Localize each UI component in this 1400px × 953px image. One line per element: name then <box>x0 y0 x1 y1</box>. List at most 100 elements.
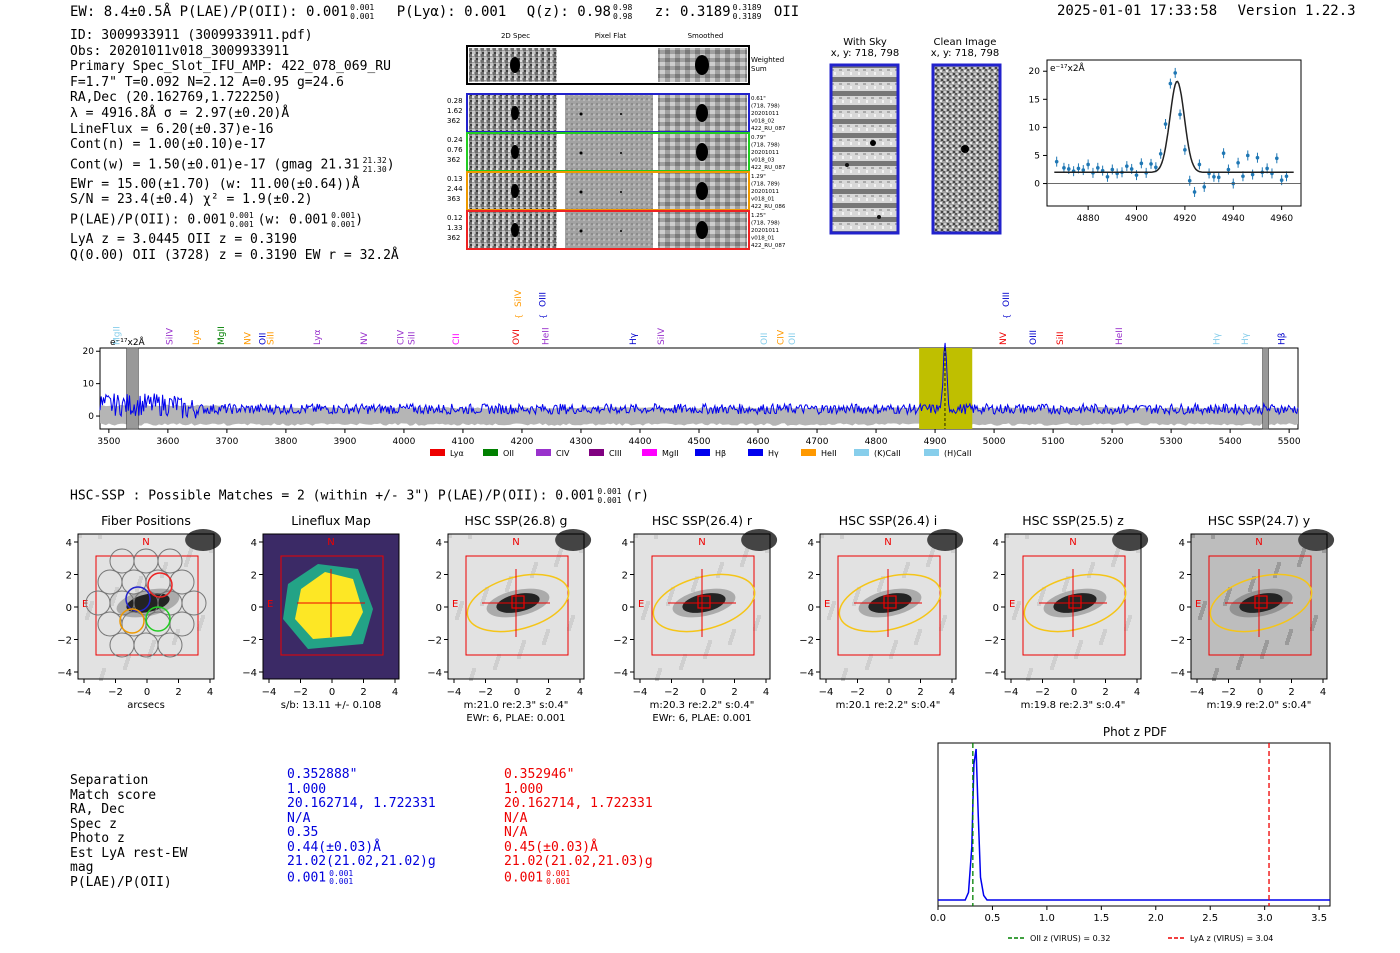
cutout-pixelflat-dot <box>579 190 583 194</box>
hsc-image-noise <box>1099 641 1103 645</box>
cutout-row-right-value: 0.61" <box>751 96 766 102</box>
hsc-image-noise <box>148 652 152 656</box>
hsc-x-tick-label: 4 <box>577 687 583 698</box>
hsc-image-noise <box>1076 649 1080 653</box>
hsc-centroid-box <box>1254 595 1268 609</box>
match2-photoz: N/A <box>504 825 528 840</box>
cutout-row-left-value: 0.28 <box>447 97 463 105</box>
hsc-image-noise <box>123 666 127 670</box>
cutout-2dspec-source <box>511 145 519 159</box>
fit-data-point <box>1096 166 1100 170</box>
hsc-x-tick-label: −4 <box>633 687 648 698</box>
hsc-image-noise <box>1273 574 1277 578</box>
hsc-image-noise <box>658 668 662 672</box>
hsc-image-noise <box>124 663 128 667</box>
north-label: N <box>512 537 519 548</box>
hsc-panel-title: HSC SSP(26.8) g <box>465 513 568 528</box>
spectrum-legend-swatch <box>854 449 869 456</box>
hsc-x-tick-label: 0 <box>1071 687 1077 698</box>
hsc-cutout-row: Fiber Positions N E 4 2 0 −2 −4 −4 −2 0 2 4 arcsecs Li… <box>0 510 1400 725</box>
match2-plae-sup: 0.001 <box>546 868 571 878</box>
spectrum-line-label: Lyα <box>192 329 202 345</box>
hsc-image-noise <box>1042 587 1046 591</box>
hsc-x-tick-label: −2 <box>850 687 865 698</box>
spectrum-x-tick-label: 4500 <box>688 437 711 447</box>
aperture-box <box>1022 555 1126 656</box>
hsc-centroid-box <box>511 595 525 609</box>
hsc-image-noise <box>568 624 572 628</box>
hsc-image-noise <box>681 660 685 664</box>
hsc-caption-1: m:19.9 re:2.0" s:0.4" <box>1207 700 1312 711</box>
hsc-image-noise <box>730 635 734 639</box>
hsc-panel-title: HSC SSP(26.4) i <box>839 513 937 528</box>
east-label: E <box>452 599 458 610</box>
spectrum-masked-region <box>1262 347 1269 430</box>
spectrum-line-label: OII <box>760 333 770 345</box>
hsc-image-noise <box>1052 660 1056 664</box>
meta-fit: F=1.7" T=0.092 N=2.12 A=0.95 g=24.6 <box>70 74 344 90</box>
spectrum-legend-label: Hγ <box>768 449 779 458</box>
hsc-y-tick-label: −4 <box>57 668 72 679</box>
photz-x-tick-label: 1.0 <box>1039 913 1055 924</box>
cutout-row-right-value: 422_RU_087 <box>751 126 786 132</box>
spectrum-masked-region <box>126 347 139 430</box>
spectrum-legend-swatch <box>748 449 763 456</box>
spectrum-x-tick-label: 3600 <box>156 437 179 447</box>
fit-data-point <box>1275 156 1279 161</box>
spectrum-line-label: OII <box>788 333 798 345</box>
cutout-row-right-value: v018_01 <box>751 197 775 203</box>
cutout-row-right-value: 1.25" <box>751 213 766 219</box>
hsc-image-noise <box>705 649 709 653</box>
spectrum-line-label: Hγ <box>1241 332 1251 345</box>
spectrum-unit: e⁻¹⁷x2Å <box>110 336 146 348</box>
photz-pdf-line <box>938 748 1330 901</box>
fit-data-point <box>1062 166 1066 170</box>
fit-data-point <box>1279 178 1284 182</box>
hsc-image-noise <box>1277 562 1281 566</box>
hsc-image-noise <box>680 663 684 667</box>
east-label: E <box>1009 599 1015 610</box>
hsc-image-noise <box>830 607 834 611</box>
hsc-image-noise <box>1203 601 1207 605</box>
hsc-image-noise <box>1214 671 1218 675</box>
hsc-image-noise <box>877 588 881 592</box>
fit-data-point <box>1134 173 1139 177</box>
cutout-row-right-value: 20201011 <box>751 189 779 195</box>
hsc-y-tick-label: 4 <box>66 538 72 549</box>
hsc-image-noise <box>519 649 523 653</box>
match1-plae: 0.001 <box>287 870 327 885</box>
aperture-box <box>651 555 755 656</box>
spectrum-line-label: HeII <box>1115 327 1125 345</box>
hsc-image-noise <box>78 534 82 538</box>
north-label: N <box>327 537 334 548</box>
hsc-y-tick-label: 2 <box>622 571 628 582</box>
hsc-image-noise <box>741 560 745 564</box>
fit-data-point <box>1158 151 1163 156</box>
hsc-image-noise <box>670 590 674 594</box>
hsc-image-noise <box>570 618 574 622</box>
hsc-image-noise <box>879 582 883 586</box>
hsc-neighbor-source <box>1298 529 1335 551</box>
hsc-image-noise <box>518 652 522 656</box>
fit-data-point <box>1168 81 1173 86</box>
hsc-image-noise <box>88 607 92 611</box>
spectrum-legend-label: CIII <box>609 449 622 458</box>
meta-lya: LyA z = 3.0445 OII z = 0.3190 <box>70 231 297 247</box>
hsc-image-noise <box>694 579 698 583</box>
with-sky-xy: x, y: 718, 798 <box>830 48 900 59</box>
fit-data-point <box>1216 175 1221 180</box>
cutout-pixelflat-dot <box>579 229 583 233</box>
cutout-row-right-value: (718, 798) <box>751 143 780 149</box>
hsc-aperture-ellipse <box>466 573 570 633</box>
spectrum-line-label: MgII <box>113 326 123 345</box>
hsc-image-noise <box>111 599 115 603</box>
spectrum-line-label: SiII <box>267 331 277 345</box>
hsc-image-noise <box>902 574 906 578</box>
hsc-image-noise <box>90 601 94 605</box>
hsc-image-noise <box>671 587 675 591</box>
cutout-row-right-value: 20201011 <box>751 150 779 156</box>
hsc-image-noise <box>150 646 154 650</box>
north-label: N <box>884 537 891 548</box>
hsc-panel-title: HSC SSP(24.7) y <box>1208 513 1311 528</box>
fiber-circle-red <box>147 572 173 598</box>
